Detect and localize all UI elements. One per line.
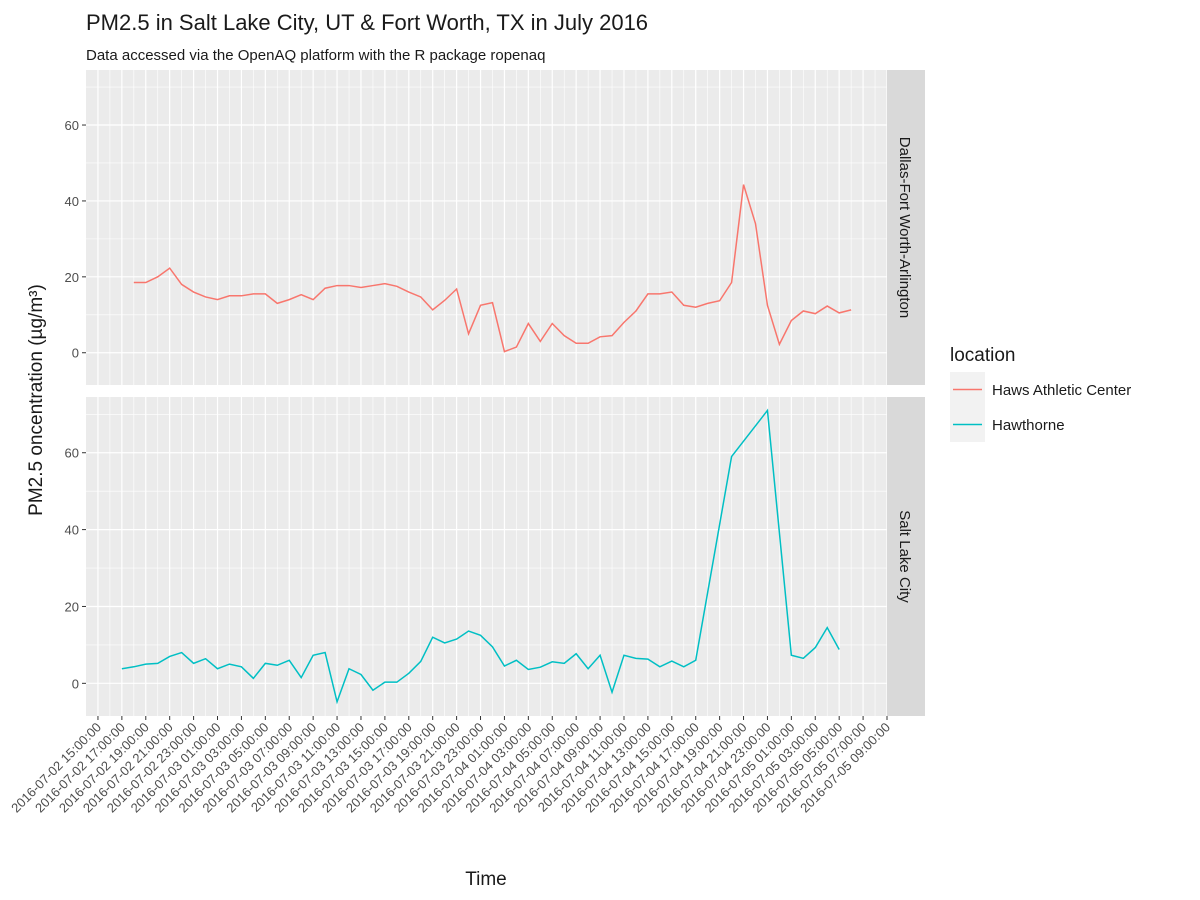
y-tick-label: 0: [72, 676, 79, 691]
y-tick-label: 0: [72, 346, 79, 361]
chart-subtitle: Data accessed via the OpenAQ platform wi…: [86, 47, 545, 64]
y-axis-title: PM2.5 oncentration (µg/m³): [26, 284, 47, 516]
facet-label: Salt Lake City: [896, 510, 913, 603]
x-axis-title: Time: [465, 869, 507, 890]
legend-label: Haws Athletic Center: [992, 382, 1131, 399]
panel-background: [86, 397, 887, 716]
y-tick-label: 20: [65, 599, 79, 614]
data-line: [121, 408, 840, 705]
y-tick-label: 40: [65, 194, 79, 209]
y-tick-label: 60: [65, 118, 79, 133]
facet-strip: [887, 70, 925, 385]
facet-label: Dallas-Fort Worth-Arlington: [896, 137, 913, 318]
y-tick-label: 60: [65, 446, 79, 461]
y-tick-label: 20: [65, 270, 79, 285]
data-line: [133, 184, 852, 353]
panel-background: [86, 70, 887, 385]
legend-label: Hawthorne: [992, 417, 1065, 434]
chart-title: PM2.5 in Salt Lake City, UT & Fort Worth…: [86, 10, 648, 35]
y-tick-label: 40: [65, 523, 79, 538]
legend-title: location: [950, 345, 1016, 366]
facet-strip: [887, 397, 925, 716]
